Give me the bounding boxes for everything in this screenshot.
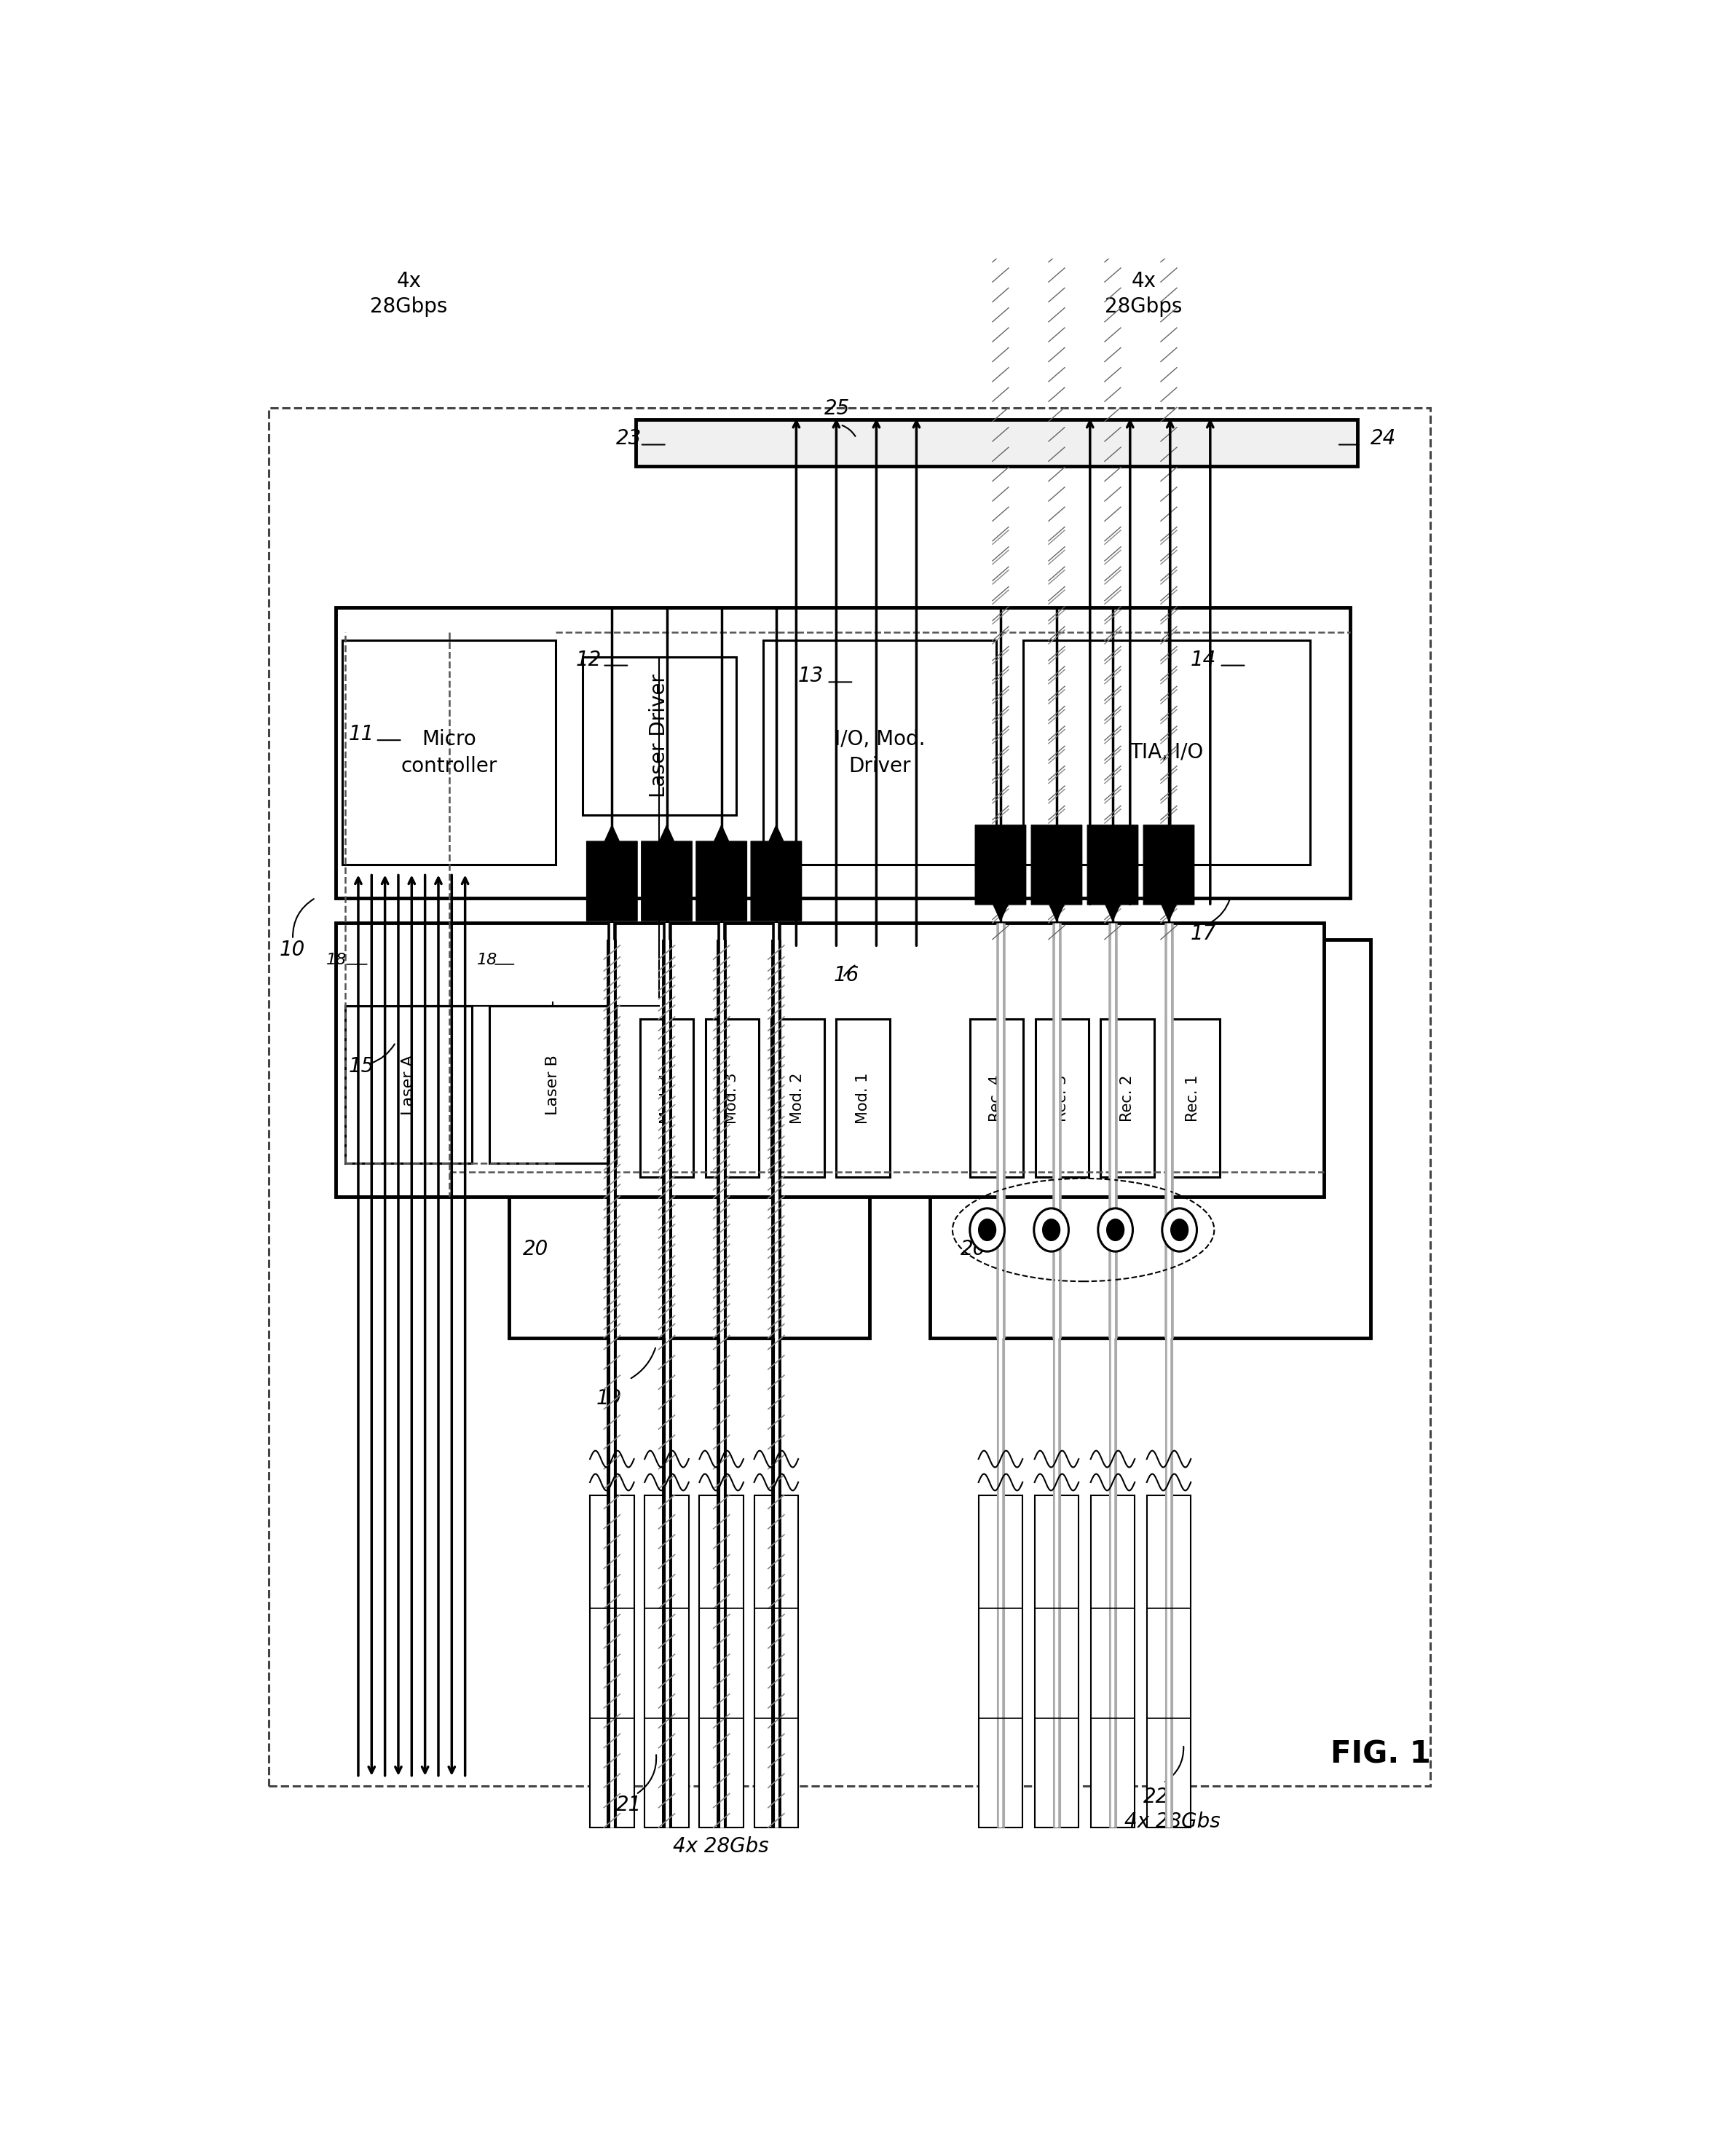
Bar: [755, 1496, 798, 1828]
Text: 25: 25: [824, 399, 849, 418]
Bar: [269, 407, 1430, 1785]
Bar: [510, 940, 870, 1337]
Bar: [639, 1020, 693, 1177]
Bar: [529, 953, 856, 1317]
Bar: [763, 640, 996, 865]
Bar: [582, 658, 736, 815]
Text: 4x
28Gbps: 4x 28Gbps: [1104, 272, 1182, 317]
Text: 17: 17: [1191, 923, 1216, 944]
Bar: [346, 936, 1313, 1184]
Text: 14: 14: [1191, 649, 1216, 671]
Text: TIA, I/O: TIA, I/O: [1130, 742, 1204, 763]
Text: Rec. 1: Rec. 1: [1185, 1074, 1201, 1121]
Bar: [705, 1020, 758, 1177]
Bar: [343, 640, 557, 865]
Bar: [644, 1496, 689, 1828]
Text: 4x 28Gbs: 4x 28Gbs: [1125, 1811, 1220, 1833]
Bar: [589, 1496, 634, 1828]
Text: Micro
controller: Micro controller: [401, 729, 498, 776]
Bar: [970, 1020, 1023, 1177]
Text: 20: 20: [522, 1240, 548, 1259]
Text: 23: 23: [617, 429, 641, 448]
Bar: [1023, 640, 1309, 865]
Bar: [700, 1496, 744, 1828]
Circle shape: [1098, 1207, 1132, 1250]
Bar: [1101, 1020, 1154, 1177]
Bar: [336, 923, 1323, 1197]
Circle shape: [1172, 1218, 1189, 1240]
Bar: [979, 1496, 1022, 1828]
Bar: [836, 1020, 889, 1177]
Bar: [1148, 1496, 1191, 1828]
Bar: [770, 1020, 824, 1177]
Bar: [930, 940, 1370, 1337]
Circle shape: [1106, 1218, 1123, 1240]
Circle shape: [1034, 1207, 1068, 1250]
Text: 22: 22: [1144, 1787, 1170, 1807]
Text: FIG. 1: FIG. 1: [1330, 1740, 1430, 1770]
Text: 19: 19: [596, 1388, 622, 1408]
Text: 11: 11: [348, 724, 374, 744]
Text: 16: 16: [834, 966, 860, 985]
Bar: [949, 953, 1358, 1317]
Bar: [636, 420, 1358, 466]
Text: Mod. 1: Mod. 1: [856, 1072, 870, 1123]
Text: Mod. 2: Mod. 2: [791, 1072, 805, 1123]
Circle shape: [970, 1207, 1005, 1250]
Text: 12: 12: [575, 649, 601, 671]
Bar: [489, 1005, 617, 1164]
Text: 15: 15: [348, 1056, 374, 1076]
Circle shape: [1161, 1207, 1197, 1250]
Text: 24: 24: [1370, 429, 1396, 448]
Text: 10: 10: [279, 940, 305, 959]
Circle shape: [979, 1218, 996, 1240]
Text: 21: 21: [617, 1796, 641, 1815]
Text: Laser A: Laser A: [401, 1054, 415, 1115]
Text: Rec. 4: Rec. 4: [989, 1074, 1005, 1121]
Circle shape: [1042, 1218, 1060, 1240]
Bar: [345, 1005, 472, 1164]
Text: 13: 13: [798, 666, 824, 686]
Text: Rec. 3: Rec. 3: [1054, 1074, 1070, 1121]
Text: Laser B: Laser B: [544, 1054, 560, 1115]
Text: Rec. 2: Rec. 2: [1120, 1074, 1135, 1121]
Text: 18: 18: [477, 953, 498, 968]
Bar: [336, 608, 1351, 897]
Text: 4x 28Gbs: 4x 28Gbs: [672, 1837, 768, 1856]
Bar: [1034, 1496, 1079, 1828]
Text: Mod. 4: Mod. 4: [660, 1072, 674, 1123]
Text: I/O, Mod.
Driver: I/O, Mod. Driver: [834, 729, 925, 776]
Bar: [1091, 1496, 1135, 1828]
Text: Laser Driver: Laser Driver: [650, 675, 670, 798]
Text: Mod. 3: Mod. 3: [725, 1072, 739, 1123]
Text: 18: 18: [326, 953, 346, 968]
Text: 4x
28Gbps: 4x 28Gbps: [370, 272, 448, 317]
Bar: [1036, 1020, 1089, 1177]
Bar: [1166, 1020, 1220, 1177]
Text: 20: 20: [960, 1240, 986, 1259]
